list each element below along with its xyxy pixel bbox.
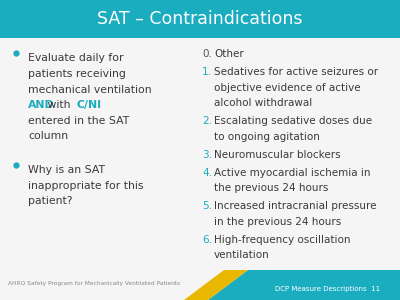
- Text: inappropriate for this: inappropriate for this: [28, 181, 144, 190]
- Text: patients receiving: patients receiving: [28, 69, 126, 79]
- Text: Why is an SAT: Why is an SAT: [28, 165, 105, 175]
- FancyBboxPatch shape: [0, 0, 400, 38]
- Text: mechanical ventilation: mechanical ventilation: [28, 85, 152, 94]
- Text: AHRQ Safety Program for Mechanically Ventilated Patients: AHRQ Safety Program for Mechanically Ven…: [8, 281, 180, 286]
- Text: objective evidence of active: objective evidence of active: [214, 82, 361, 92]
- Text: High-frequency oscillation: High-frequency oscillation: [214, 235, 350, 245]
- Text: 0.: 0.: [202, 49, 212, 59]
- Text: with: with: [44, 100, 74, 110]
- Text: AND: AND: [28, 100, 55, 110]
- Text: DCP Measure Descriptions  11: DCP Measure Descriptions 11: [276, 286, 380, 292]
- Text: 1.: 1.: [202, 67, 212, 77]
- Text: alcohol withdrawal: alcohol withdrawal: [214, 98, 312, 108]
- Text: C/NI: C/NI: [77, 100, 102, 110]
- Text: Escalating sedative doses due: Escalating sedative doses due: [214, 116, 372, 126]
- Text: SAT – Contraindications: SAT – Contraindications: [97, 10, 303, 28]
- Text: column: column: [28, 131, 68, 141]
- Text: Evaluate daily for: Evaluate daily for: [28, 53, 124, 63]
- Text: the previous 24 hours: the previous 24 hours: [214, 183, 328, 193]
- Text: Active myocardial ischemia in: Active myocardial ischemia in: [214, 168, 370, 178]
- Text: in the previous 24 hours: in the previous 24 hours: [214, 217, 341, 227]
- Polygon shape: [184, 270, 248, 300]
- Text: 2.: 2.: [202, 116, 212, 126]
- Text: 5.: 5.: [202, 201, 212, 211]
- Text: ventilation: ventilation: [214, 250, 270, 260]
- Text: 3.: 3.: [202, 150, 212, 160]
- Text: patient?: patient?: [28, 196, 72, 206]
- Text: entered in the SAT: entered in the SAT: [28, 116, 129, 126]
- Text: 6.: 6.: [202, 235, 212, 245]
- Text: 4.: 4.: [202, 168, 212, 178]
- Text: Other: Other: [214, 49, 244, 59]
- Text: Increased intracranial pressure: Increased intracranial pressure: [214, 201, 376, 211]
- Text: to ongoing agitation: to ongoing agitation: [214, 132, 320, 142]
- Polygon shape: [208, 270, 400, 300]
- Text: Neuromuscular blockers: Neuromuscular blockers: [214, 150, 341, 160]
- Text: Sedatives for active seizures or: Sedatives for active seizures or: [214, 67, 378, 77]
